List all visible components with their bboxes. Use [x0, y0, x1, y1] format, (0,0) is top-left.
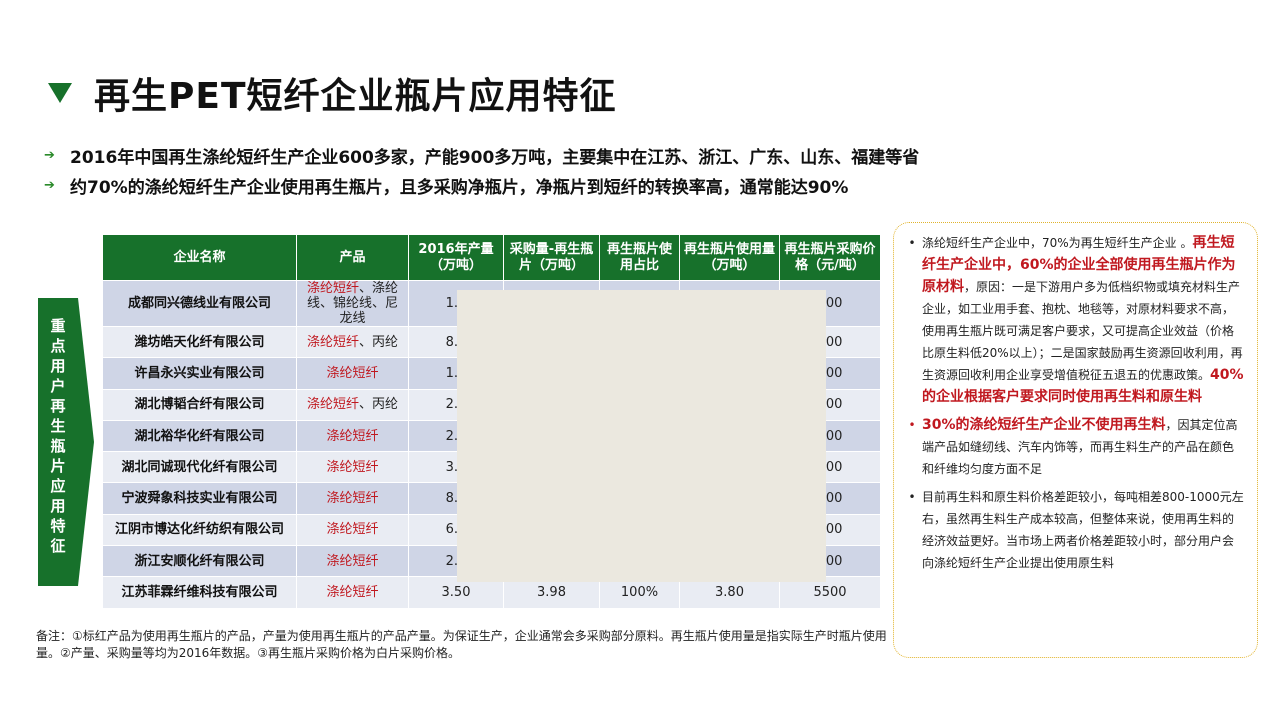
product-highlight: 涤纶短纤: [326, 553, 379, 569]
product-cell: 涤纶短纤、丙纶: [296, 325, 409, 359]
panel-text: ，因其定位高端产品如缝纫线、汽车内饰等，而再生料生产的产品在颜色和纤维均匀度方面…: [922, 418, 1238, 476]
side-arrow-label: 重点用户再生瓶片应用特征: [38, 298, 94, 586]
bullet-dot-icon: •: [908, 490, 916, 504]
panel-text: ，原因：一是下游用户多为低档织物或填充材料生产企业，如工业用手套、抱枕、地毯等，…: [922, 280, 1243, 382]
company-cell: 湖北同诚现代化纤有限公司: [102, 451, 297, 484]
panel-item: • 涤纶短纤生产企业中，70%为再生短纤生产企业 。再生短纤生产企业中，60%的…: [902, 232, 1245, 408]
company-cell: 成都同兴德线业有限公司: [102, 280, 297, 327]
product-rest: 、涤纶线、锦纶线、尼龙线: [306, 281, 399, 326]
product-highlight: 涤纶短纤: [326, 585, 379, 601]
company-cell: 湖北裕华化纤有限公司: [102, 419, 297, 453]
bullet-dot-icon: •: [908, 418, 916, 432]
product-rest: 、丙纶: [359, 397, 399, 413]
title-row: 再生PET短纤企业瓶片应用特征: [48, 66, 617, 120]
product-rest: 、丙纶: [359, 334, 399, 350]
output-cell: 3.50: [408, 576, 504, 609]
panel-emphasis: 40%的企业根据客户要求同时使用再生料和原生料: [922, 367, 1244, 405]
company-cell: 江苏菲霖纤维科技有限公司: [102, 576, 297, 609]
arrow-icon: ➔: [44, 177, 55, 193]
column-header: 采购量-再生瓶片（万吨）: [503, 234, 600, 281]
redaction-overlay: [457, 290, 826, 582]
product-cell: 涤纶短纤: [296, 357, 409, 390]
product-cell: 涤纶短纤: [296, 482, 409, 515]
summary-bullet-text: 2016年中国再生涤纶短纤生产企业600多家，产能900多万吨，主要集中在江苏、…: [70, 147, 920, 168]
panel-text: 目前再生料和原生料价格差距较小，每吨相差800-1000元左右，虽然再生料生产成…: [922, 490, 1244, 570]
product-cell: 涤纶短纤: [296, 451, 409, 484]
panel-item: • 30%的涤纶短纤生产企业不使用再生料，因其定位高端产品如缝纫线、汽车内饰等，…: [902, 414, 1245, 480]
product-highlight: 涤纶短纤: [306, 334, 359, 350]
panel-emphasis: 再生短纤生产企业中，60%的企业全部使用再生瓶片作为原材料: [922, 235, 1236, 295]
column-header: 产品: [296, 234, 409, 281]
company-cell: 潍坊皓天化纤有限公司: [102, 325, 297, 359]
share-cell: 100%: [599, 576, 680, 609]
product-highlight: 涤纶短纤: [306, 397, 359, 413]
column-header: 企业名称: [102, 234, 297, 281]
product-highlight: 涤纶短纤: [326, 365, 379, 381]
panel-emphasis: 30%的涤纶短纤生产企业不使用再生料: [922, 417, 1166, 433]
column-header: 再生瓶片采购价格（元/吨）: [779, 234, 881, 281]
product-highlight: 涤纶短纤: [306, 281, 359, 296]
company-cell: 宁波舜象科技实业有限公司: [102, 482, 297, 515]
product-cell: 涤纶短纤、涤纶线、锦纶线、尼龙线: [296, 280, 409, 327]
product-highlight: 涤纶短纤: [326, 491, 379, 507]
bullet-dot-icon: •: [908, 236, 916, 250]
column-header: 再生瓶片使用占比: [599, 234, 680, 281]
product-cell: 涤纶短纤: [296, 545, 409, 578]
product-cell: 涤纶短纤: [296, 576, 409, 609]
product-highlight: 涤纶短纤: [326, 522, 379, 538]
product-highlight: 涤纶短纤: [326, 428, 379, 444]
footnote: 备注：①标红产品为使用再生瓶片的产品，产量为使用再生瓶片的产品产量。为保证生产，…: [36, 629, 887, 660]
product-cell: 涤纶短纤、丙纶: [296, 388, 409, 421]
product-highlight: 涤纶短纤: [326, 459, 379, 475]
product-cell: 涤纶短纤: [296, 513, 409, 547]
company-cell: 浙江安顺化纤有限公司: [102, 545, 297, 578]
product-cell: 涤纶短纤: [296, 419, 409, 453]
panel-item: • 目前再生料和原生料价格差距较小，每吨相差800-1000元左右，虽然再生料生…: [902, 486, 1245, 574]
side-label-text: 重点用户再生瓶片应用特征: [50, 317, 66, 555]
table-header-row: 企业名称 产品 2016年产量（万吨） 采购量-再生瓶片（万吨） 再生瓶片使用占…: [102, 234, 881, 281]
panel-item-text: 30%的涤纶短纤生产企业不使用再生料，因其定位高端产品如缝纫线、汽车内饰等，而再…: [922, 414, 1245, 480]
page-title: 再生PET短纤企业瓶片应用特征: [94, 76, 617, 117]
right-arrow-shape: [38, 298, 94, 586]
company-cell: 许昌永兴实业有限公司: [102, 357, 297, 390]
panel-item-text: 目前再生料和原生料价格差距较小，每吨相差800-1000元左右，虽然再生料生产成…: [922, 486, 1245, 574]
panel-text: 涤纶短纤生产企业中，70%为再生短纤生产企业 。: [922, 236, 1193, 250]
summary-bullets: ➔ 2016年中国再生涤纶短纤生产企业600多家，产能900多万吨，主要集中在江…: [44, 140, 1144, 200]
insight-panel: • 涤纶短纤生产企业中，70%为再生短纤生产企业 。再生短纤生产企业中，60%的…: [893, 222, 1258, 658]
summary-bullet: ➔ 2016年中国再生涤纶短纤生产企业600多家，产能900多万吨，主要集中在江…: [44, 140, 1144, 170]
column-header: 2016年产量（万吨）: [408, 234, 504, 281]
panel-item-text: 涤纶短纤生产企业中，70%为再生短纤生产企业 。再生短纤生产企业中，60%的企业…: [922, 232, 1245, 408]
summary-bullet: ➔ 约70%的涤纶短纤生产企业使用再生瓶片，且多采购净瓶片，净瓶片到短纤的转换率…: [44, 170, 1144, 200]
table-row: 江苏菲霖纤维科技有限公司 涤纶短纤 3.50 3.98 100% 3.80 55…: [102, 576, 881, 609]
triangle-bullet-icon: [48, 83, 72, 103]
column-header: 再生瓶片使用量（万吨）: [679, 234, 780, 281]
company-cell: 江阴市博达化纤纺织有限公司: [102, 513, 297, 547]
company-cell: 湖北博韬合纤有限公司: [102, 388, 297, 421]
arrow-icon: ➔: [44, 147, 55, 163]
summary-bullet-text: 约70%的涤纶短纤生产企业使用再生瓶片，且多采购净瓶片，净瓶片到短纤的转换率高，…: [70, 177, 849, 198]
output-cell: 8.0: [408, 482, 504, 515]
